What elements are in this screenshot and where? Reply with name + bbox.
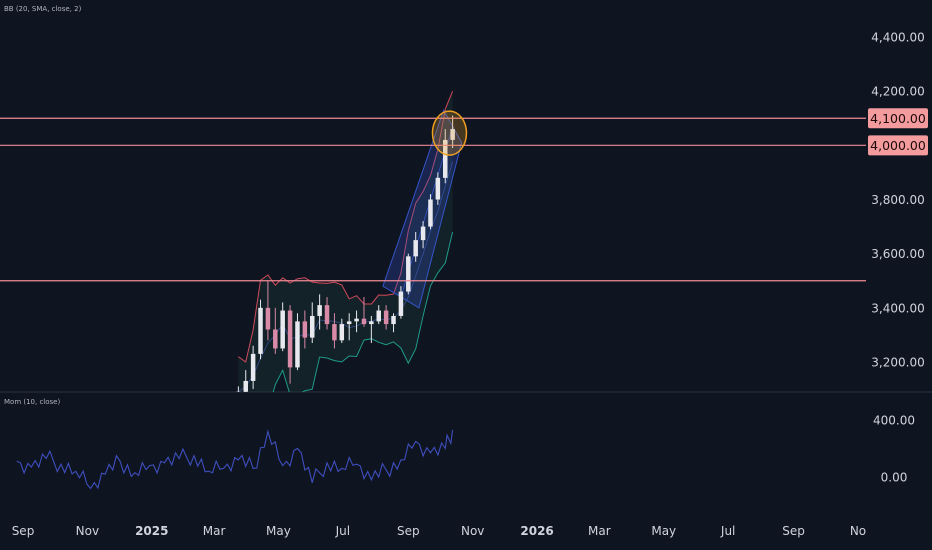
time-axis-label: May: [266, 524, 291, 538]
candle-body: [383, 310, 389, 325]
candle-body: [258, 307, 263, 354]
candle-body: [420, 226, 426, 241]
price-axis-label: 4,200.00: [871, 85, 924, 99]
bb-indicator-label: BB (20, SMA, close, 2): [4, 5, 82, 13]
candle-body: [346, 321, 352, 325]
candle-body: [361, 318, 367, 325]
candle-body: [391, 315, 396, 325]
time-axis-label: Sep: [782, 524, 805, 538]
time-axis-label: Sep: [397, 524, 420, 538]
candle[interactable]: [435, 172, 441, 205]
time-axis-label: May: [651, 524, 676, 538]
candle[interactable]: [443, 129, 448, 184]
momentum-axis-label: 400.00: [873, 414, 915, 428]
candle-body: [428, 199, 433, 227]
candle[interactable]: [332, 313, 337, 349]
time-axis-label: Jul: [720, 524, 735, 538]
bb-lower-line: [272, 231, 454, 392]
price-axis-label: 3,400.00: [871, 301, 924, 315]
candle[interactable]: [250, 345, 256, 390]
time-axis-label: Sep: [12, 524, 35, 538]
time-axis-label: 2026: [520, 524, 553, 538]
time-axis-label: Nov: [76, 524, 99, 538]
price-tag-label: 4,000.00: [870, 138, 926, 153]
candle[interactable]: [406, 253, 411, 295]
candle[interactable]: [258, 299, 263, 360]
price-tag-label: 4,100.00: [870, 111, 926, 126]
candle-body: [295, 321, 300, 368]
candle[interactable]: [287, 305, 293, 384]
candle-body: [280, 310, 285, 349]
time-axis-label: Mar: [588, 524, 611, 538]
momentum-axis-label: 0.00: [881, 471, 908, 485]
candle-body: [287, 310, 293, 368]
candle-body: [236, 391, 241, 392]
candle-body: [302, 321, 308, 338]
price-axis-label: 3,800.00: [871, 193, 924, 207]
main-pane: [236, 91, 463, 416]
candle[interactable]: [413, 232, 418, 262]
price-tag-4000: [868, 135, 928, 156]
candle[interactable]: [369, 315, 374, 344]
candle[interactable]: [398, 286, 404, 319]
candle[interactable]: [420, 221, 426, 249]
candle[interactable]: [391, 313, 396, 333]
time-axis-label: 2025: [135, 524, 168, 538]
candle[interactable]: [236, 386, 241, 416]
highlight-circle[interactable]: [431, 110, 468, 156]
price-tag-4100: [868, 108, 928, 129]
momentum-line: [16, 429, 454, 490]
candle[interactable]: [383, 305, 389, 330]
candle[interactable]: [273, 307, 278, 354]
time-axis-label: Nov: [461, 524, 484, 538]
candle[interactable]: [243, 370, 248, 403]
candle-body: [243, 380, 248, 392]
candle[interactable]: [339, 318, 345, 344]
candle[interactable]: [361, 297, 367, 327]
candle[interactable]: [324, 297, 330, 330]
candle[interactable]: [280, 302, 285, 352]
time-axis-label: No: [850, 524, 866, 538]
price-axis-label: 3,200.00: [871, 356, 924, 370]
candle-body: [332, 324, 337, 341]
candle[interactable]: [450, 115, 455, 149]
candle-body: [435, 177, 441, 200]
candle-body: [273, 329, 278, 349]
price-axis-label: 4,400.00: [871, 31, 924, 45]
candle-body: [369, 321, 374, 325]
bb-upper-line: [238, 91, 454, 363]
time-axis-label: Jul: [335, 524, 350, 538]
candle[interactable]: [265, 280, 271, 341]
candle[interactable]: [354, 310, 359, 333]
candle-body: [309, 315, 315, 338]
candle-body: [354, 318, 359, 322]
candle-body: [324, 305, 330, 325]
candle-body: [413, 240, 418, 257]
candle-body: [317, 305, 322, 316]
rising-channel: [382, 108, 463, 309]
candle-body: [250, 353, 256, 381]
candle[interactable]: [346, 313, 352, 341]
candle[interactable]: [302, 310, 308, 349]
candle-body: [376, 310, 381, 322]
candle[interactable]: [376, 305, 381, 325]
candle-body: [398, 291, 404, 316]
candle-body: [443, 139, 448, 178]
candle[interactable]: [309, 302, 315, 344]
candle-body: [339, 324, 345, 341]
candle-body: [265, 307, 271, 330]
price-axis-label: 3,600.00: [871, 247, 924, 261]
candle[interactable]: [317, 294, 322, 330]
candle-body: [450, 129, 455, 140]
candle[interactable]: [295, 313, 300, 371]
time-axis-label: Mar: [203, 524, 226, 538]
candle-body: [406, 256, 411, 292]
momentum-indicator-label: Mom (10, close): [4, 398, 60, 406]
candle[interactable]: [428, 194, 433, 230]
